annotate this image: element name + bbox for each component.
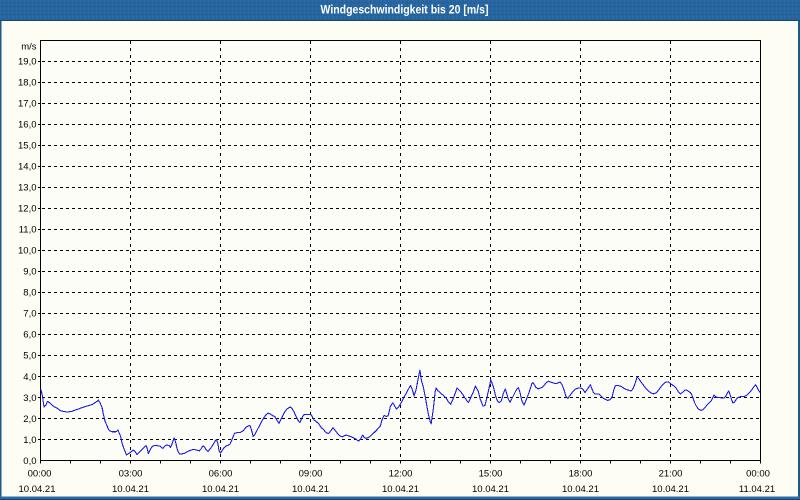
svg-text:18:00: 18:00 bbox=[569, 469, 593, 480]
svg-text:8,0: 8,0 bbox=[23, 288, 36, 299]
svg-text:10.04.21: 10.04.21 bbox=[382, 484, 419, 495]
svg-text:m/s: m/s bbox=[21, 42, 37, 53]
svg-text:19,0: 19,0 bbox=[18, 57, 37, 68]
svg-text:10.04.21: 10.04.21 bbox=[562, 484, 599, 495]
svg-text:3,0: 3,0 bbox=[23, 393, 36, 404]
svg-text:18,0: 18,0 bbox=[18, 78, 37, 89]
svg-text:9,0: 9,0 bbox=[23, 267, 36, 278]
svg-text:5,0: 5,0 bbox=[23, 351, 36, 362]
svg-text:10.04.21: 10.04.21 bbox=[112, 484, 149, 495]
svg-text:2,0: 2,0 bbox=[23, 414, 36, 425]
svg-text:06:00: 06:00 bbox=[209, 469, 233, 480]
svg-text:09:00: 09:00 bbox=[299, 469, 323, 480]
svg-text:14,0: 14,0 bbox=[18, 162, 37, 173]
svg-text:10.04.21: 10.04.21 bbox=[202, 484, 239, 495]
svg-text:10.04.21: 10.04.21 bbox=[292, 484, 329, 495]
svg-text:12:00: 12:00 bbox=[389, 469, 413, 480]
svg-text:16,0: 16,0 bbox=[18, 120, 37, 131]
svg-text:12,0: 12,0 bbox=[18, 204, 37, 215]
svg-text:1,0: 1,0 bbox=[23, 435, 36, 446]
svg-text:7,0: 7,0 bbox=[23, 309, 36, 320]
svg-text:17,0: 17,0 bbox=[18, 99, 37, 110]
svg-text:03:00: 03:00 bbox=[119, 469, 143, 480]
svg-text:21:00: 21:00 bbox=[659, 469, 683, 480]
svg-text:11,0: 11,0 bbox=[19, 225, 37, 236]
svg-text:Windgeschwindigkeit bis 20 [m/: Windgeschwindigkeit bis 20 [m/s] bbox=[321, 2, 489, 16]
svg-text:13,0: 13,0 bbox=[18, 183, 37, 194]
svg-text:10.04.21: 10.04.21 bbox=[652, 484, 689, 495]
svg-text:10,0: 10,0 bbox=[18, 246, 37, 257]
svg-text:0,0: 0,0 bbox=[23, 456, 36, 467]
svg-text:00:00: 00:00 bbox=[746, 469, 770, 480]
svg-text:6,0: 6,0 bbox=[23, 330, 36, 341]
svg-text:4,0: 4,0 bbox=[23, 372, 36, 383]
svg-text:00:00: 00:00 bbox=[28, 469, 52, 480]
svg-text:10.04.21: 10.04.21 bbox=[472, 484, 509, 495]
svg-text:15:00: 15:00 bbox=[479, 469, 503, 480]
svg-text:10.04.21: 10.04.21 bbox=[19, 484, 56, 495]
svg-text:15,0: 15,0 bbox=[18, 141, 37, 152]
svg-text:11.04.21: 11.04.21 bbox=[739, 484, 775, 495]
